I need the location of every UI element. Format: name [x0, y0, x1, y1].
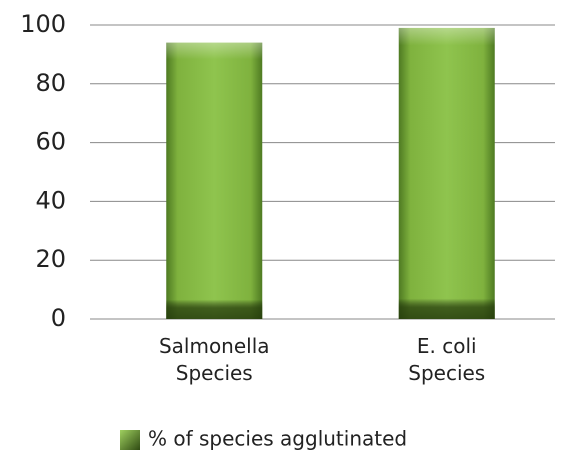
- y-tick-label: 0: [51, 304, 66, 332]
- y-tick-label: 60: [35, 128, 66, 156]
- y-tick-label: 20: [35, 245, 66, 273]
- bar-shade: [398, 27, 495, 319]
- y-tick-label: 40: [35, 186, 66, 214]
- x-tick-label: Salmonella Species: [158, 334, 270, 385]
- y-tick-label: 80: [35, 69, 66, 97]
- legend-swatch: [120, 430, 140, 450]
- bar-shade: [166, 42, 263, 319]
- y-tick-label: 100: [20, 10, 66, 38]
- legend-label: % of species agglutinated: [148, 427, 407, 451]
- x-tick-label: E. coli Species: [408, 334, 486, 385]
